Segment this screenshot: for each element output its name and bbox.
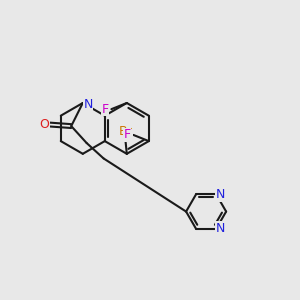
Text: O: O bbox=[39, 118, 49, 131]
Text: F: F bbox=[124, 128, 131, 141]
Text: F: F bbox=[102, 103, 109, 116]
Text: N: N bbox=[215, 188, 225, 202]
Text: Br: Br bbox=[118, 125, 132, 138]
Text: N: N bbox=[83, 98, 93, 111]
Text: N: N bbox=[215, 222, 225, 235]
